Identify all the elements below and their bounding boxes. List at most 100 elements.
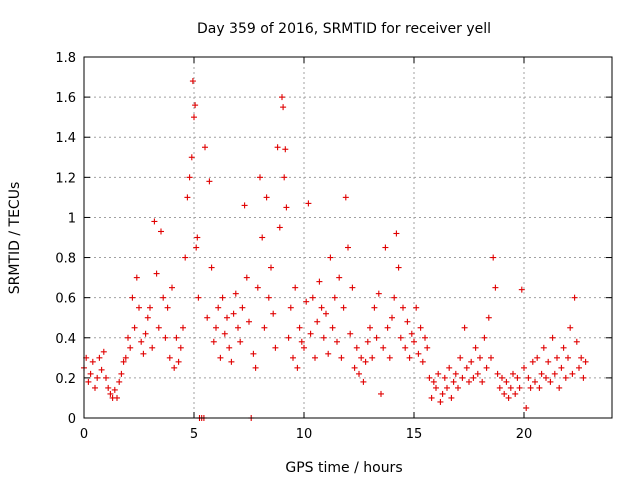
data-point <box>239 304 246 311</box>
x-tick-label: 0 <box>80 427 88 442</box>
data-point <box>263 194 270 201</box>
data-point <box>177 344 184 351</box>
data-point <box>360 378 367 385</box>
data-point <box>514 374 521 381</box>
data-point <box>301 344 307 351</box>
data-point <box>228 358 235 365</box>
data-point <box>125 334 131 341</box>
data-point <box>573 338 580 345</box>
data-point <box>426 374 433 381</box>
data-point <box>171 364 178 371</box>
data-point <box>107 390 114 397</box>
data-point <box>437 398 444 405</box>
data-point <box>582 358 589 365</box>
data-point <box>111 386 118 393</box>
data-point <box>558 364 565 371</box>
data-point <box>450 378 457 385</box>
data-point <box>567 324 574 331</box>
data-point <box>182 254 189 261</box>
data-point <box>316 278 323 285</box>
gridlines <box>84 57 612 418</box>
data-point <box>224 314 230 321</box>
data-point <box>466 378 472 385</box>
data-point <box>257 174 263 181</box>
data-point <box>477 354 483 361</box>
data-point <box>151 218 158 225</box>
y-tick-label: 0.8 <box>55 252 76 267</box>
data-point <box>305 200 312 207</box>
data-point <box>516 384 523 391</box>
data-point <box>523 404 530 411</box>
data-point <box>556 384 563 391</box>
data-point <box>281 174 288 181</box>
data-point <box>395 264 402 271</box>
data-point <box>118 370 125 377</box>
y-tick-label: 1.6 <box>55 91 76 106</box>
data-point <box>571 294 578 301</box>
data-point <box>120 358 127 365</box>
data-point <box>280 104 287 111</box>
data-point <box>296 324 303 331</box>
data-point <box>292 284 299 291</box>
data-point <box>294 364 301 371</box>
data-point <box>318 304 325 311</box>
data-point <box>338 354 345 361</box>
data-point <box>254 284 261 291</box>
data-point <box>424 344 431 351</box>
data-point <box>191 114 197 121</box>
data-point <box>490 254 497 261</box>
data-point <box>576 364 582 371</box>
data-point <box>441 374 448 381</box>
data-point <box>232 290 239 297</box>
data-point <box>276 224 283 231</box>
data-point <box>459 374 466 381</box>
data-point <box>342 194 349 201</box>
data-point <box>204 314 211 321</box>
data-point <box>312 354 318 361</box>
data-point <box>492 284 499 291</box>
data-point <box>393 230 400 237</box>
data-point <box>468 358 475 365</box>
data-point <box>362 358 369 365</box>
data-point <box>153 270 160 277</box>
data-point <box>457 354 464 361</box>
data-point <box>127 344 134 351</box>
data-point <box>307 330 314 337</box>
data-point <box>279 94 285 101</box>
data-point <box>206 178 213 185</box>
y-tick-label: 1.8 <box>55 51 76 66</box>
data-point <box>525 374 532 381</box>
data-point <box>208 264 215 271</box>
data-point <box>545 358 552 365</box>
data-point <box>327 254 334 261</box>
data-point <box>422 334 428 341</box>
data-point <box>215 304 222 311</box>
y-tick-label: 1.4 <box>55 131 76 146</box>
data-point <box>194 234 201 241</box>
data-point <box>386 354 393 361</box>
data-point <box>85 378 92 385</box>
data-point <box>472 344 479 351</box>
x-tick-label: 20 <box>516 427 533 442</box>
data-point <box>435 370 442 377</box>
data-point <box>512 390 519 397</box>
data-point <box>210 338 217 345</box>
data-point <box>331 294 338 301</box>
data-point <box>373 334 380 341</box>
data-point <box>397 334 404 341</box>
data-point <box>417 324 424 331</box>
data-point <box>274 144 281 151</box>
data-point <box>309 294 316 301</box>
x-axis-label: GPS time / hours <box>285 460 402 476</box>
data-point <box>356 370 362 377</box>
data-point <box>565 354 571 361</box>
data-point <box>479 378 486 385</box>
data-point <box>160 294 167 301</box>
data-point <box>226 344 233 351</box>
data-point <box>235 324 241 331</box>
data-point <box>580 374 587 381</box>
data-point <box>415 350 422 357</box>
data-point <box>562 374 569 381</box>
data-point <box>529 358 536 365</box>
data-point <box>358 354 365 361</box>
